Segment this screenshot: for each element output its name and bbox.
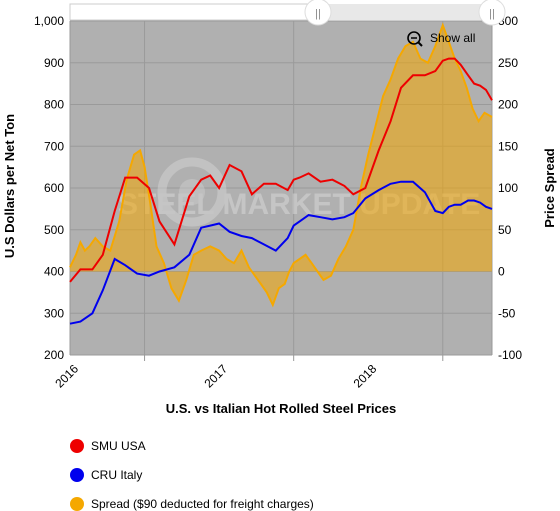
y-tick-label: 700 (44, 139, 64, 153)
y-tick-label: 800 (44, 98, 64, 112)
grip-icon: || (489, 8, 495, 20)
legend-item-cru-italy[interactable]: CRU Italy (70, 468, 142, 482)
x-axis-title: U.S. vs Italian Hot Rolled Steel Prices (166, 401, 396, 416)
y-tick-label: 1,000 (34, 14, 64, 28)
y-tick-label: 200 (44, 348, 64, 362)
legend: SMU USA CRU Italy Spread ($90 deducted for… (70, 439, 314, 511)
zoom-out-icon (407, 31, 421, 45)
slider-unselected-range (69, 3, 319, 21)
spread-area (70, 25, 492, 305)
y2-tick-label: 150 (498, 139, 518, 153)
y2-tick-label: 0 (498, 265, 505, 279)
legend-label: Spread ($90 deducted for freight charges… (91, 497, 314, 511)
y-tick-label: 300 (44, 306, 64, 320)
y2-tick-label: -50 (498, 306, 516, 320)
legend-marker (70, 468, 84, 482)
y2-tick-label: 100 (498, 181, 518, 195)
x-tick-label: 2016 (52, 362, 81, 391)
y-tick-label: 600 (44, 181, 64, 195)
legend-marker (70, 497, 84, 511)
legend-item-spread[interactable]: Spread ($90 deducted for freight charges… (70, 497, 314, 511)
y-tick-label: 400 (44, 265, 64, 279)
smu-usa-line (69, 57, 493, 283)
legend-label: CRU Italy (91, 468, 142, 482)
legend-label: SMU USA (91, 439, 146, 453)
y-axis-title: U.S Dollars per Net Ton (2, 114, 17, 258)
show-all-button[interactable]: Show all (407, 31, 475, 47)
legend-marker (70, 439, 84, 453)
show-all-label: Show all (430, 31, 475, 45)
grip-icon: || (315, 8, 321, 20)
y-tick-label: 500 (44, 223, 64, 237)
y-tick-label: 900 (44, 56, 64, 70)
y2-tick-label: 250 (498, 56, 518, 70)
x-tick-label: 2018 (351, 362, 380, 391)
cru-italy-line (69, 180, 493, 325)
y2-tick-label: 200 (498, 98, 518, 112)
y2-tick-label: -100 (498, 348, 522, 362)
spread-line (69, 22, 493, 308)
legend-item-smu-usa[interactable]: SMU USA (70, 439, 146, 453)
x-tick-label: 2017 (201, 362, 230, 391)
y2-axis-title: Price Spread (542, 148, 557, 228)
y2-tick-label: 50 (498, 223, 512, 237)
slider-right-handle[interactable] (478, 0, 506, 26)
zoom-slider[interactable]: || || (69, 0, 506, 26)
slider-left-handle[interactable] (304, 0, 332, 26)
